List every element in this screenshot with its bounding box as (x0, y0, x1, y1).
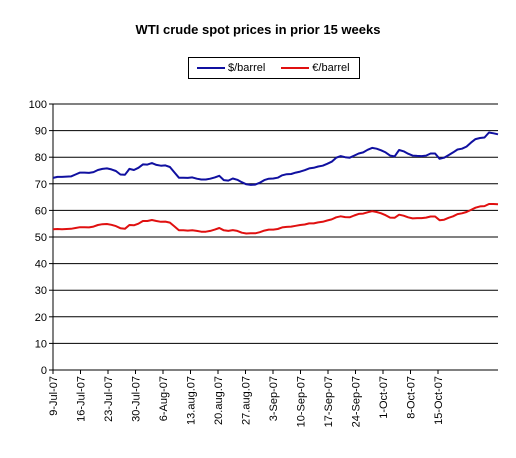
legend-swatch-usd (197, 67, 225, 69)
x-tick-label: 20.aug.07 (213, 376, 225, 425)
y-tick-label: 60 (35, 205, 47, 217)
y-tick-label: 20 (35, 312, 47, 324)
y-tick-label: 40 (35, 259, 47, 271)
x-tick-label: 17-Sep-07 (323, 376, 335, 427)
legend-label-usd: $/barrel (228, 62, 266, 74)
y-tick-label: 10 (35, 338, 47, 350)
series-line-usd (52, 131, 499, 186)
y-tick-label: 0 (41, 365, 47, 377)
legend: $/barrel €/barrel (188, 57, 360, 79)
series-line-eur (52, 203, 499, 235)
x-tick-label: 13.aug.07 (186, 376, 198, 425)
legend-item-usd: $/barrel (197, 62, 265, 74)
x-tick-label: 16-Jul-07 (76, 376, 88, 422)
x-tick-label: 10-Sep-07 (296, 376, 308, 427)
y-tick-label: 90 (35, 126, 47, 138)
legend-item-eur: €/barrel (281, 62, 350, 74)
y-tick-label: 100 (29, 99, 47, 111)
y-tick-label: 50 (35, 232, 47, 244)
x-tick-label: 30-Jul-07 (131, 376, 143, 422)
x-tick-label: 1-Oct-07 (378, 376, 390, 419)
y-tick-label: 70 (35, 179, 47, 191)
y-tick-label: 80 (35, 152, 47, 164)
x-tick-label: 24-Sep-07 (351, 376, 363, 427)
legend-label-eur: €/barrel (312, 62, 350, 74)
x-tick-label: 15-Oct-07 (433, 376, 445, 425)
x-tick-label: 8-Oct-07 (406, 376, 418, 419)
x-tick-label: 3-Sep-07 (268, 376, 280, 421)
x-tick-label: 6-Aug-07 (158, 376, 170, 421)
chart-title: WTI crude spot prices in prior 15 weeks (135, 22, 381, 37)
legend-swatch-eur (281, 67, 310, 69)
y-tick-label: 30 (35, 285, 47, 297)
x-tick-label: 27.aug.07 (241, 376, 253, 425)
x-tick-label: 9-Jul-07 (48, 376, 60, 416)
x-tick-label: 23-Jul-07 (103, 376, 115, 422)
